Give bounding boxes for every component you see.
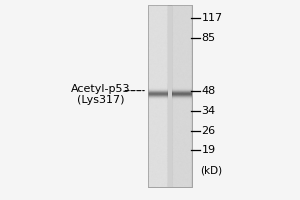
Text: 19: 19 <box>202 145 216 155</box>
Bar <box>148 5 192 187</box>
Text: 117: 117 <box>202 13 223 23</box>
Text: Acetyl-p53: Acetyl-p53 <box>71 84 130 94</box>
Text: 48: 48 <box>202 86 216 96</box>
Text: (Lys317): (Lys317) <box>77 95 124 105</box>
Bar <box>172 5 192 187</box>
Text: (kD): (kD) <box>200 165 223 175</box>
Text: 34: 34 <box>202 106 216 116</box>
Text: 26: 26 <box>202 126 216 136</box>
Bar <box>148 5 192 187</box>
Text: 85: 85 <box>202 33 216 43</box>
Bar <box>148 5 168 187</box>
